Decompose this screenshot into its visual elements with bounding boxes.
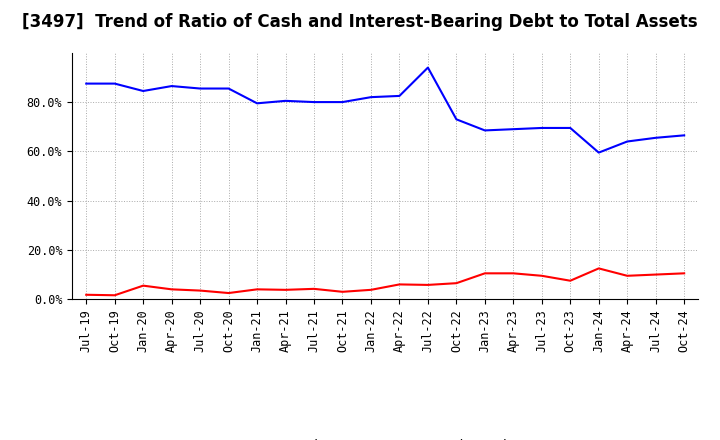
Cash [566, 278, 575, 283]
Cash [623, 273, 631, 279]
Cash [167, 287, 176, 292]
Cash [196, 288, 204, 293]
Line: Cash: Cash [86, 268, 684, 295]
Interest-Bearing Debt [623, 139, 631, 144]
Cash [310, 286, 318, 291]
Interest-Bearing Debt [423, 65, 432, 70]
Interest-Bearing Debt [566, 125, 575, 131]
Cash [366, 287, 375, 293]
Interest-Bearing Debt [253, 101, 261, 106]
Cash [253, 287, 261, 292]
Interest-Bearing Debt [595, 150, 603, 155]
Cash [509, 271, 518, 276]
Cash [139, 283, 148, 288]
Interest-Bearing Debt [480, 128, 489, 133]
Cash [480, 271, 489, 276]
Interest-Bearing Debt [196, 86, 204, 91]
Interest-Bearing Debt [452, 117, 461, 122]
Cash [595, 266, 603, 271]
Interest-Bearing Debt [338, 99, 347, 105]
Cash [225, 290, 233, 296]
Cash [423, 282, 432, 288]
Text: [3497]  Trend of Ratio of Cash and Interest-Bearing Debt to Total Assets: [3497] Trend of Ratio of Cash and Intere… [22, 13, 698, 31]
Cash [680, 271, 688, 276]
Cash [395, 282, 404, 287]
Interest-Bearing Debt [509, 127, 518, 132]
Cash [282, 287, 290, 293]
Cash [652, 272, 660, 277]
Cash [82, 292, 91, 297]
Cash [537, 273, 546, 279]
Interest-Bearing Debt [225, 86, 233, 91]
Interest-Bearing Debt [366, 95, 375, 100]
Interest-Bearing Debt [652, 135, 660, 140]
Line: Interest-Bearing Debt: Interest-Bearing Debt [86, 68, 684, 153]
Cash [452, 281, 461, 286]
Interest-Bearing Debt [680, 133, 688, 138]
Interest-Bearing Debt [82, 81, 91, 86]
Interest-Bearing Debt [282, 98, 290, 103]
Interest-Bearing Debt [139, 88, 148, 94]
Interest-Bearing Debt [167, 84, 176, 89]
Interest-Bearing Debt [310, 99, 318, 105]
Legend: Cash, Interest-Bearing Debt: Cash, Interest-Bearing Debt [248, 434, 522, 440]
Interest-Bearing Debt [395, 93, 404, 99]
Cash [338, 289, 347, 294]
Cash [110, 293, 119, 298]
Interest-Bearing Debt [110, 81, 119, 86]
Interest-Bearing Debt [537, 125, 546, 131]
